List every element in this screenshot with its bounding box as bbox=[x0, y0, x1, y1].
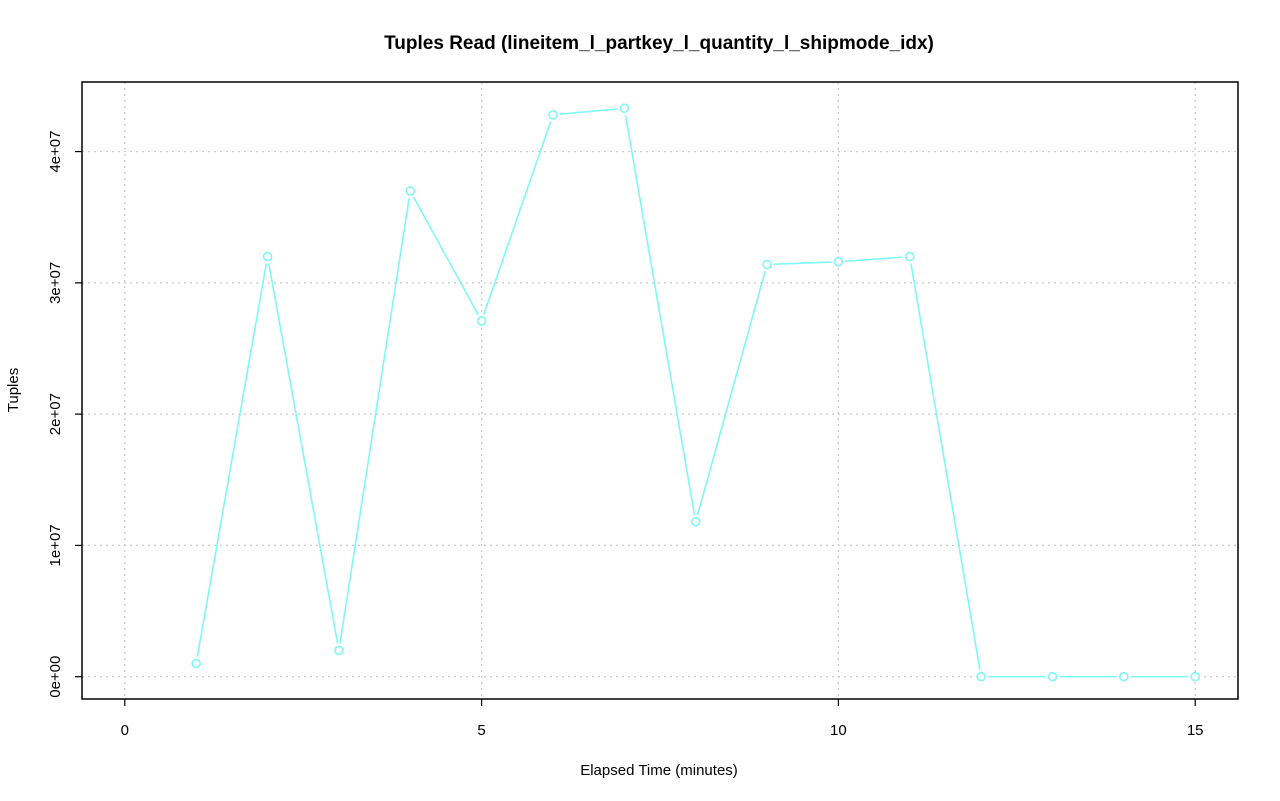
data-point bbox=[1190, 671, 1200, 682]
series-line-segment bbox=[196, 263, 268, 657]
x-tick-label: 10 bbox=[830, 722, 847, 739]
series-line-segment bbox=[483, 121, 552, 315]
x-axis-label: Elapsed Time (minutes) bbox=[580, 762, 738, 779]
y-axis: 0e+00 1e+07 2e+07 3e+07 4e+07 bbox=[47, 131, 82, 698]
data-point bbox=[191, 658, 201, 669]
series-tuples bbox=[191, 103, 1200, 682]
y-axis-label: Tuples bbox=[5, 368, 22, 412]
y-tick-label: 2e+07 bbox=[47, 393, 64, 435]
data-point bbox=[334, 645, 344, 656]
data-point bbox=[762, 259, 772, 270]
y-tick-label: 3e+07 bbox=[47, 262, 64, 304]
data-point bbox=[548, 110, 558, 120]
data-point bbox=[262, 251, 273, 262]
y-tick-label: 0e+00 bbox=[47, 656, 64, 698]
series-line-segment bbox=[559, 108, 618, 115]
series-line-segment bbox=[267, 263, 339, 644]
data-point bbox=[833, 257, 844, 267]
data-point bbox=[476, 316, 487, 326]
data-point bbox=[405, 186, 416, 196]
x-axis: 0 5 10 15 bbox=[121, 699, 1204, 739]
data-point bbox=[619, 103, 630, 114]
data-point bbox=[976, 671, 986, 682]
plot-frame bbox=[81, 81, 1239, 700]
series-line-segment bbox=[845, 256, 903, 263]
y-tick-label: 1e+07 bbox=[47, 524, 64, 566]
series-line-segment bbox=[696, 271, 766, 516]
series-line-segment bbox=[412, 196, 479, 316]
series-line-segment bbox=[624, 115, 696, 516]
series-line-segment bbox=[339, 197, 410, 644]
series-line-segment bbox=[910, 263, 981, 670]
data-point bbox=[1047, 671, 1058, 682]
data-point bbox=[690, 516, 701, 527]
y-tick-label: 4e+07 bbox=[47, 131, 64, 173]
chart-title: Tuples Read (lineitem_l_partkey_l_quanti… bbox=[384, 33, 934, 54]
grid bbox=[82, 82, 1238, 699]
x-tick-label: 15 bbox=[1187, 722, 1204, 739]
series-line-segment bbox=[774, 261, 832, 266]
x-tick-label: 5 bbox=[477, 722, 485, 739]
x-tick-label: 0 bbox=[121, 722, 129, 739]
data-point bbox=[1119, 671, 1129, 682]
data-point bbox=[904, 251, 915, 262]
